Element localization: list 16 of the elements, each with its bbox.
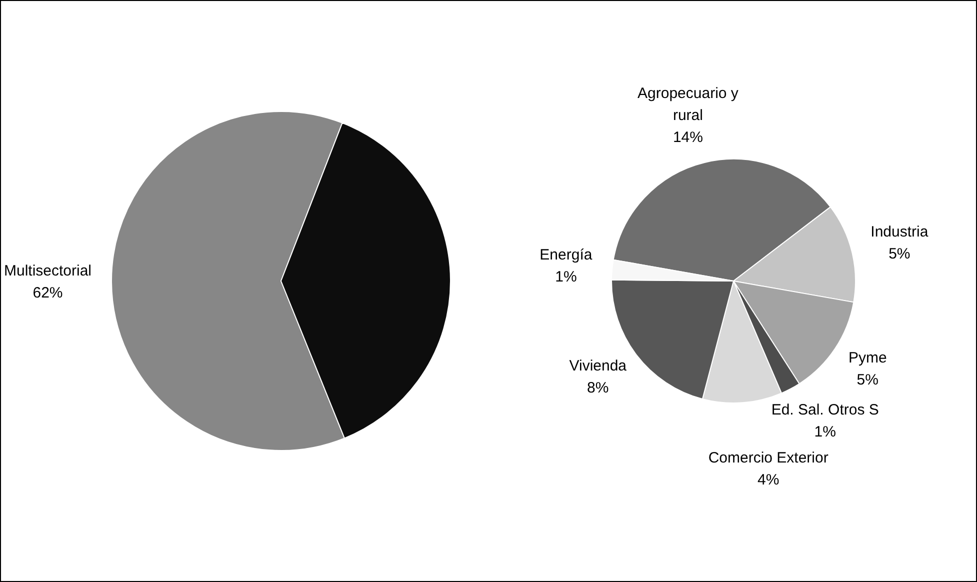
data-label: 5% [856, 371, 878, 388]
slice-label: Agropecuario y rural [638, 84, 739, 124]
slice-label: Multisectorial [4, 262, 92, 280]
slice-label: Pyme [848, 349, 887, 366]
data-label: 62% [32, 284, 63, 302]
data-label: 1% [555, 268, 577, 286]
data-label: 5% [888, 246, 910, 263]
slice-label: Comercio Exterior [708, 450, 828, 467]
data-label: 4% [757, 472, 780, 489]
data-label: 14% [672, 128, 703, 146]
slice-label: Industria [870, 224, 929, 241]
slice-label: Energía [540, 246, 593, 264]
data-label: 1% [814, 424, 836, 441]
data-label: 8% [587, 380, 609, 397]
slice-label: Vivienda [569, 358, 628, 375]
slice-label: Ed. Sal. Otros S [771, 402, 879, 419]
